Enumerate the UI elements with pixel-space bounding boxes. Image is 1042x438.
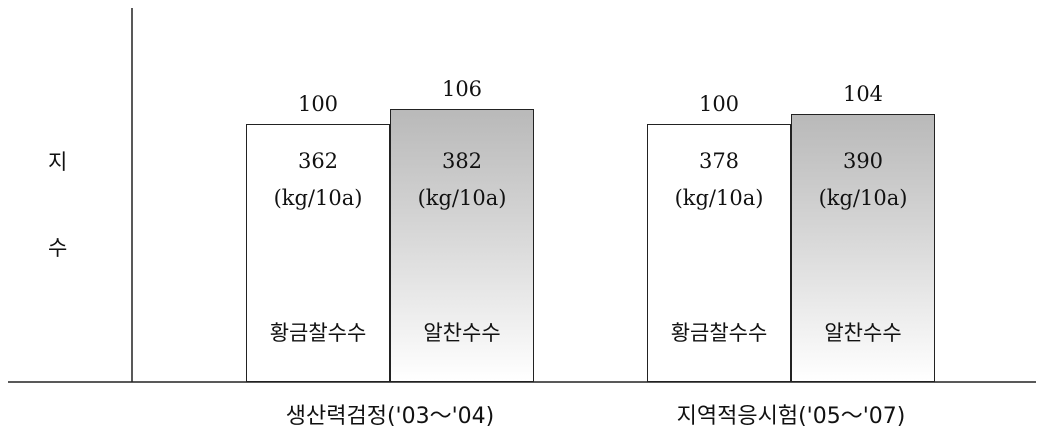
bar-series-name: 알찬수수 <box>824 320 902 345</box>
bar-series-name: 황금찰수수 <box>269 321 367 345</box>
bar-yield-label: 378 <box>698 149 740 173</box>
y-axis-label-char-2: 수 <box>48 236 68 260</box>
category-label-2: 지역적응시험('05～'07) <box>676 404 906 429</box>
bar-2-2: 390 (kg/10a) 알찬수수 <box>791 113 935 382</box>
bar-index-label: 104 <box>842 81 884 106</box>
bar-series-name: 알찬수수 <box>423 320 501 345</box>
bar-2-1: 378 (kg/10a) 황금찰수수 <box>647 124 791 382</box>
bar-1-2: 382 (kg/10a) 알찬수수 <box>390 108 534 382</box>
y-axis-label-char-1: 지 <box>48 150 68 174</box>
bar-unit-label: (kg/10a) <box>674 186 764 210</box>
bar-series-name: 황금찰수수 <box>670 321 768 345</box>
bar-index-label: 106 <box>441 76 483 101</box>
bar-yield-label: 382 <box>441 148 483 173</box>
bar-index-label: 100 <box>297 92 339 116</box>
category-label-1: 생산력검정('03～'04) <box>285 404 495 429</box>
bar-yield-label: 362 <box>297 149 339 173</box>
bar-index-label: 100 <box>698 92 740 116</box>
bar-yield-label: 390 <box>842 148 884 173</box>
bar-1-1: 362 (kg/10a) 황금찰수수 <box>246 124 390 382</box>
bar-unit-label: (kg/10a) <box>417 185 507 210</box>
bar-unit-label: (kg/10a) <box>818 185 908 210</box>
bar-unit-label: (kg/10a) <box>273 186 363 210</box>
